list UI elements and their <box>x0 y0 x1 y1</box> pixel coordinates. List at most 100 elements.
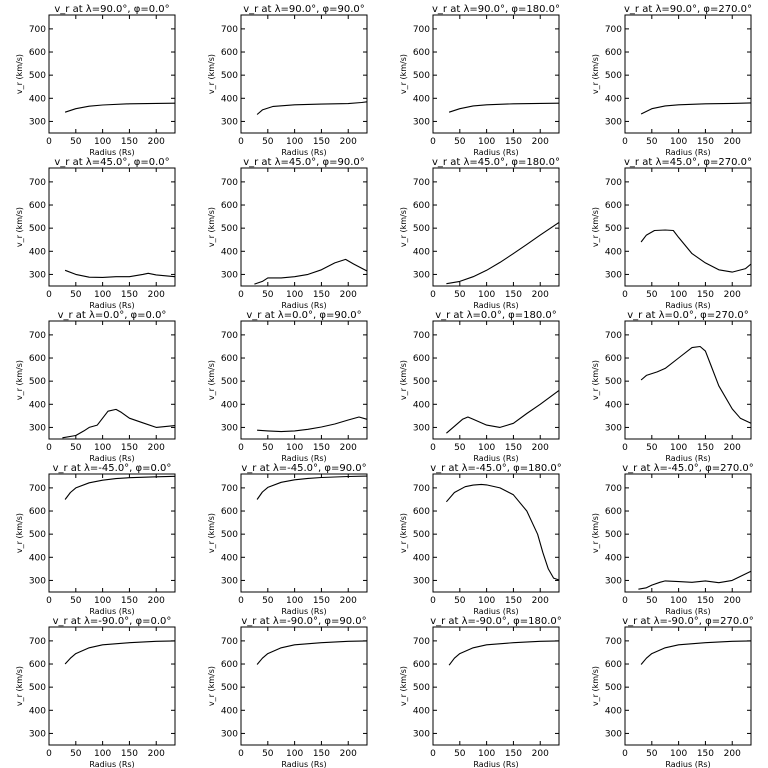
y-tick-label: 400 <box>221 247 238 257</box>
y-tick-label: 700 <box>413 331 430 341</box>
series-line <box>640 640 752 665</box>
chart-title: v_r at λ=90.0°, φ=180.0° <box>432 4 560 15</box>
x-tick-label: 200 <box>724 749 741 759</box>
x-tick-label: 200 <box>340 749 357 759</box>
chart-title: v_r at λ=-45.0°, φ=270.0° <box>622 463 754 474</box>
x-tick-label: 0 <box>46 137 52 147</box>
y-tick-label: 600 <box>605 201 622 211</box>
y-axis-label: v_r (km/s) <box>399 360 408 400</box>
x-tick-label: 100 <box>670 596 687 606</box>
chart-title: v_r at λ=-90.0°, φ=0.0° <box>53 616 172 627</box>
y-tick-label: 700 <box>29 25 46 35</box>
x-tick-label: 0 <box>430 290 436 300</box>
y-tick-label: 400 <box>605 247 622 257</box>
x-tick-label: 0 <box>46 290 52 300</box>
y-tick-label: 400 <box>29 706 46 716</box>
y-tick-label: 300 <box>29 423 46 433</box>
x-axis-label: Radius (Rs) <box>89 148 134 157</box>
y-tick-label: 600 <box>413 354 430 364</box>
x-tick-label: 200 <box>148 443 165 453</box>
y-axis-label: v_r (km/s) <box>399 54 408 94</box>
y-tick-label: 300 <box>605 576 622 586</box>
y-axis-label: v_r (km/s) <box>399 207 408 247</box>
x-tick-label: 200 <box>532 290 549 300</box>
y-axis-label: v_r (km/s) <box>399 666 408 706</box>
series-line <box>64 475 176 500</box>
x-tick-label: 150 <box>697 137 714 147</box>
x-tick-label: 0 <box>46 596 52 606</box>
plot-frame <box>432 167 560 287</box>
x-axis-label: Radius (Rs) <box>281 148 326 157</box>
series-line <box>446 389 560 434</box>
x-tick-label: 50 <box>646 596 658 606</box>
chart-title: v_r at λ=-45.0°, φ=180.0° <box>430 463 562 474</box>
y-axis-label: v_r (km/s) <box>207 360 216 400</box>
x-tick-label: 0 <box>238 290 244 300</box>
y-tick-label: 700 <box>221 637 238 647</box>
x-tick-label: 0 <box>238 137 244 147</box>
x-tick-label: 150 <box>121 137 138 147</box>
series-line <box>64 269 176 278</box>
x-tick-label: 200 <box>340 137 357 147</box>
chart-title: v_r at λ=-45.0°, φ=90.0° <box>241 463 366 474</box>
plot-frame <box>240 14 368 134</box>
y-tick-label: 500 <box>221 224 238 234</box>
x-tick-label: 50 <box>646 443 658 453</box>
chart-panel-10: v_r at λ=0.0°, φ=90.0° 0 50 100 150 200 300 400… <box>207 310 368 463</box>
y-axis-label: v_r (km/s) <box>207 54 216 94</box>
x-tick-label: 50 <box>454 749 466 759</box>
chart-panel-19: v_r at λ=-90.0°, φ=180.0° 0 50 100 150 200 300… <box>399 616 562 768</box>
series-line <box>62 408 176 439</box>
y-tick-label: 600 <box>605 354 622 364</box>
series-line <box>640 345 752 424</box>
y-tick-label: 300 <box>413 729 430 739</box>
series-line <box>64 640 176 665</box>
y-tick-label: 500 <box>29 683 46 693</box>
x-axis-label: Radius (Rs) <box>665 760 710 768</box>
y-tick-label: 500 <box>221 530 238 540</box>
x-tick-label: 200 <box>148 137 165 147</box>
series-line <box>254 258 368 285</box>
x-tick-label: 150 <box>505 290 522 300</box>
plot-frame <box>432 626 560 746</box>
y-tick-label: 400 <box>413 400 430 410</box>
y-tick-label: 300 <box>29 576 46 586</box>
x-tick-label: 100 <box>478 749 495 759</box>
chart-title: v_r at λ=90.0°, φ=90.0° <box>243 4 365 15</box>
x-tick-label: 50 <box>70 137 82 147</box>
plot-frame <box>624 626 752 746</box>
x-tick-label: 50 <box>262 596 274 606</box>
series-line <box>640 229 752 273</box>
series-line <box>640 102 752 115</box>
y-tick-label: 600 <box>221 354 238 364</box>
chart-panel-6: v_r at λ=45.0°, φ=90.0° 0 50 100 150 200 300 40… <box>207 157 368 310</box>
chart-panel-16: v_r at λ=-45.0°, φ=270.0° 0 50 100 150 200 300… <box>591 463 754 616</box>
y-tick-label: 500 <box>605 530 622 540</box>
x-axis-label: Radius (Rs) <box>281 301 326 310</box>
y-tick-label: 600 <box>605 48 622 58</box>
x-axis-label: Radius (Rs) <box>665 607 710 616</box>
x-tick-label: 100 <box>94 596 111 606</box>
chart-panel-18: v_r at λ=-90.0°, φ=90.0° 0 50 100 150 200 300 4… <box>207 616 368 768</box>
y-tick-label: 500 <box>605 377 622 387</box>
y-tick-label: 300 <box>605 729 622 739</box>
series-line <box>256 640 368 665</box>
x-tick-label: 200 <box>724 137 741 147</box>
chart-panel-8: v_r at λ=45.0°, φ=270.0° 0 50 100 150 200 300 4… <box>591 157 752 310</box>
y-tick-label: 400 <box>29 94 46 104</box>
x-tick-label: 0 <box>46 443 52 453</box>
x-tick-label: 100 <box>670 443 687 453</box>
x-tick-label: 0 <box>622 290 628 300</box>
x-tick-label: 50 <box>70 443 82 453</box>
y-tick-label: 400 <box>29 400 46 410</box>
x-tick-label: 50 <box>646 137 658 147</box>
series-line <box>445 483 560 581</box>
series-line <box>448 102 560 113</box>
chart-title: v_r at λ=-45.0°, φ=0.0° <box>53 463 172 474</box>
chart-title: v_r at λ=45.0°, φ=270.0° <box>624 157 752 168</box>
y-tick-label: 400 <box>413 94 430 104</box>
y-tick-label: 700 <box>29 331 46 341</box>
y-axis-label: v_r (km/s) <box>207 207 216 247</box>
y-axis-label: v_r (km/s) <box>15 207 24 247</box>
